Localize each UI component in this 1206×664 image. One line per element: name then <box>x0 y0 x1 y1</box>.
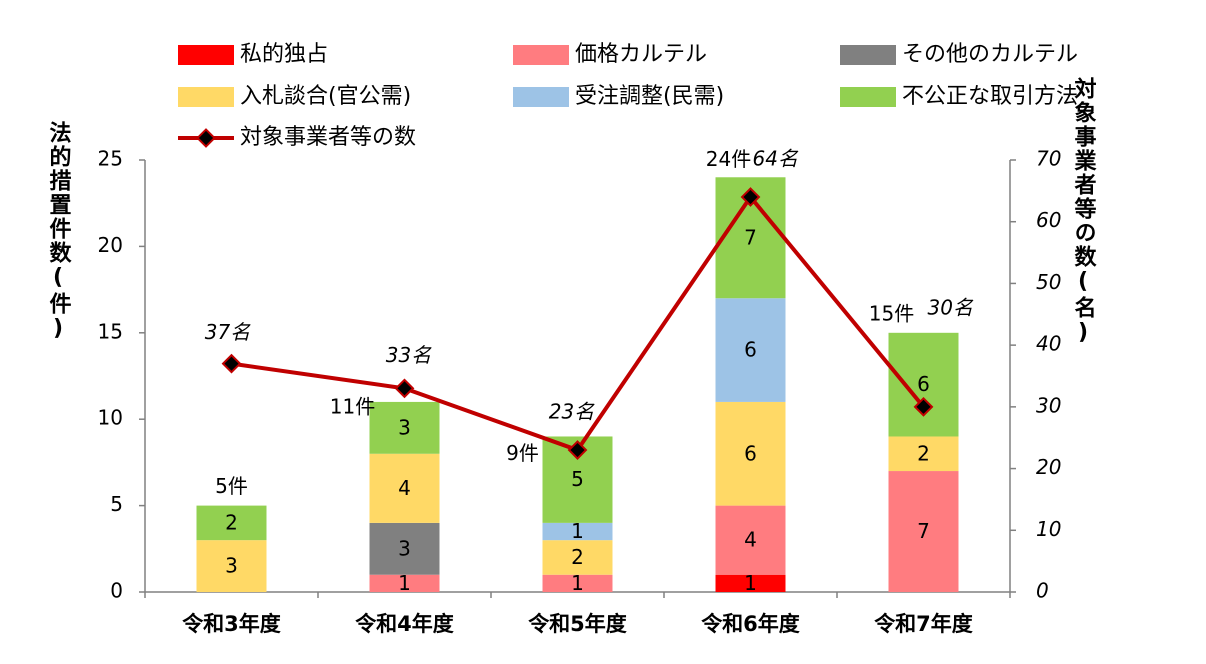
y-right-tick-label: 10 <box>1036 517 1061 541</box>
bar-segment <box>715 574 786 592</box>
x-category-label: 令和7年度 <box>874 612 973 636</box>
bar-value-label: 2 <box>225 510 238 534</box>
legend-label: 不公正な取引方法 <box>902 84 1078 109</box>
bar-value-label: 3 <box>398 536 411 560</box>
bar-segment <box>888 436 959 472</box>
y-tick-label: 20 <box>98 233 123 257</box>
line-marker-diamond <box>221 353 242 374</box>
bar-segment <box>715 401 786 506</box>
bar-value-label: 4 <box>744 528 757 552</box>
bar-segment <box>196 540 267 592</box>
bar-segment <box>542 574 613 592</box>
legend-swatch <box>513 45 569 65</box>
x-category-label: 令和4年度 <box>355 612 454 636</box>
legend-swatch <box>840 87 896 107</box>
bar-total-label: 15件 <box>869 301 914 325</box>
x-category-label: 令和6年度 <box>701 612 800 636</box>
bar-value-label: 7 <box>917 519 930 543</box>
line-value-label: 23名 <box>549 400 595 424</box>
legend-swatch <box>513 87 569 107</box>
bar-value-label: 6 <box>744 441 757 465</box>
legend-swatch <box>840 45 896 65</box>
bar-value-label: 5 <box>571 467 584 491</box>
bar-value-label: 1 <box>398 571 411 595</box>
legend-label: その他のカルテル <box>902 42 1078 67</box>
bar-total-label: 9件 <box>506 441 539 465</box>
bar-segment <box>369 522 440 575</box>
y-tick-label: 5 <box>110 492 123 516</box>
x-category-label: 令和3年度 <box>182 612 281 636</box>
bar-segment <box>369 401 440 454</box>
y-right-tick-label: 40 <box>1036 332 1061 356</box>
legend-label: 受注調整(民需) <box>575 84 724 109</box>
bar-value-label: 3 <box>225 554 238 578</box>
line-marker-diamond <box>913 396 934 417</box>
bar-segment <box>715 505 786 575</box>
bar-value-label: 2 <box>571 545 584 569</box>
bar-segment <box>542 540 613 575</box>
legend-label: 入札談合(官公需) <box>240 84 411 109</box>
bar-segment <box>888 471 959 592</box>
y-tick-label: 15 <box>98 319 123 343</box>
legend-label: 対象事業者等の数 <box>240 125 416 150</box>
y-right-tick-label: 50 <box>1036 270 1061 294</box>
line-marker-diamond <box>567 440 588 460</box>
bar-total-label: 24件 <box>706 147 751 171</box>
y-tick-label: 10 <box>98 406 123 430</box>
legend-swatch <box>178 87 234 107</box>
legend-line-marker <box>196 128 216 148</box>
line-marker-diamond <box>740 187 761 207</box>
bar-segment <box>196 505 267 541</box>
bar-value-label: 6 <box>917 372 930 396</box>
y-right-tick-label: 70 <box>1036 147 1061 171</box>
bar-value-label: 1 <box>744 571 757 595</box>
line-value-label: 64名 <box>753 147 799 171</box>
y-tick-label: 0 <box>110 579 123 603</box>
bar-total-label: 11件 <box>330 394 375 418</box>
bar-segment <box>369 574 440 592</box>
bar-value-label: 1 <box>571 571 584 595</box>
bar-value-label: 3 <box>398 415 411 439</box>
bar-total-label: 5件 <box>215 474 248 498</box>
line-value-label: 33名 <box>386 343 432 367</box>
bar-segment <box>888 332 959 437</box>
line-value-label: 37名 <box>205 320 251 344</box>
bar-segment <box>369 453 440 523</box>
bar-segment <box>542 522 613 541</box>
line-value-label: 30名 <box>928 295 974 319</box>
bar-value-label: 1 <box>571 519 584 543</box>
bar-value-label: 7 <box>744 225 757 249</box>
y-right-tick-label: 0 <box>1036 579 1049 603</box>
y-right-tick-label: 20 <box>1036 455 1061 479</box>
legend-swatch <box>178 45 234 65</box>
legend-label: 私的独占 <box>240 42 328 67</box>
bar-value-label: 4 <box>398 476 411 500</box>
y-tick-label: 25 <box>98 147 123 171</box>
x-category-label: 令和5年度 <box>528 612 627 636</box>
y-axis-title-right: 対象事業者等の数(名) <box>1071 77 1098 347</box>
y-axis-title-left: 法的措置件数(件) <box>46 121 72 343</box>
bar-value-label: 2 <box>917 441 930 465</box>
y-right-tick-label: 60 <box>1036 208 1061 232</box>
line-marker-diamond <box>394 378 415 399</box>
legend-label: 価格カルテル <box>575 42 707 67</box>
y-right-tick-label: 30 <box>1036 393 1061 417</box>
bar-value-label: 6 <box>744 338 757 362</box>
bar-segment <box>715 298 786 402</box>
